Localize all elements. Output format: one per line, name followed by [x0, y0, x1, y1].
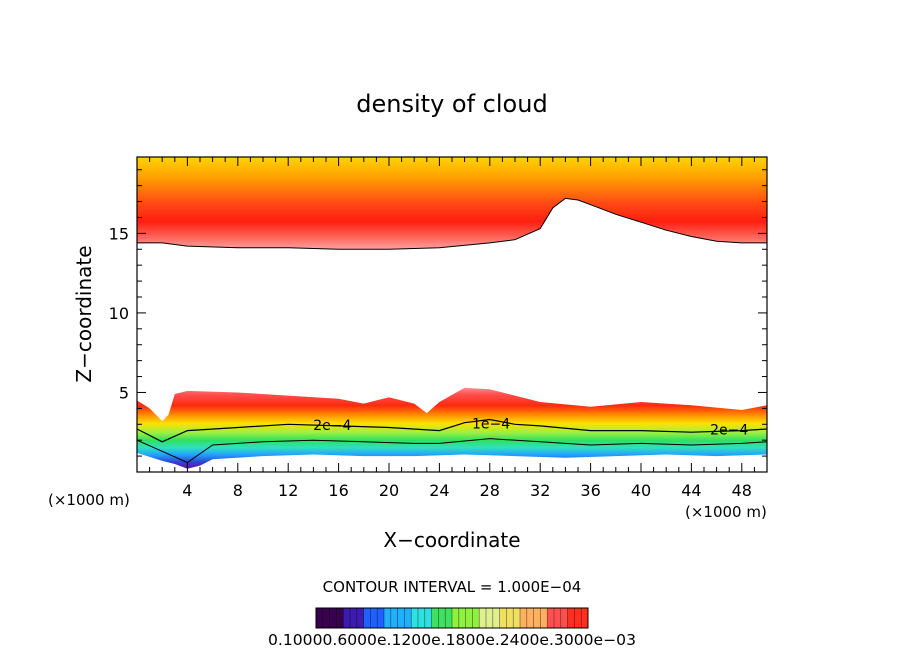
colorbar-swatch-20	[452, 608, 460, 628]
contour-label-1: 2e−4	[710, 423, 748, 439]
colorbar-swatch-30	[520, 608, 528, 628]
y-axis-ticks: 5 10 15	[109, 169, 767, 457]
contour-labels: 2e−4 2e−4 1e−4	[313, 416, 748, 439]
colorbar-swatch-19	[445, 608, 453, 628]
colorbar-swatch-11	[390, 608, 399, 628]
lower-cloud-layer	[137, 387, 767, 469]
colorbar-swatch-2	[329, 608, 337, 628]
colorbar-swatch-36	[560, 608, 569, 628]
x-axis-label: X−coordinate	[383, 528, 520, 552]
colorbar-swatch-9	[377, 608, 385, 628]
colorbar-swatch-35	[554, 608, 562, 628]
colorbar	[316, 608, 589, 628]
colorbar-swatch-28	[506, 608, 514, 628]
colorbar-swatch-34	[547, 608, 555, 628]
colorbar-swatch-27	[499, 608, 507, 628]
colorbar-labels: 0.10000.6000e.1200e.1800e.2400e.3000e−03	[268, 631, 636, 649]
x-tick-label-44: 44	[681, 481, 701, 500]
y-tick-label-10: 10	[109, 304, 129, 323]
y-tick-label-15: 15	[109, 224, 129, 243]
colorbar-swatch-7	[363, 608, 371, 628]
contour-interval-caption: CONTOUR INTERVAL = 1.000E−04	[323, 578, 582, 596]
x-unit-right: (×1000 m)	[685, 503, 767, 521]
colorbar-frame	[315, 607, 589, 629]
colorbar-swatch-21	[458, 608, 467, 628]
upper-cloud-layer	[137, 157, 767, 250]
colorbar-swatch-32	[533, 608, 541, 628]
contour-label-2: 1e−4	[472, 416, 510, 432]
y-tick-label-5: 5	[119, 383, 129, 402]
x-tick-label-16: 16	[328, 481, 348, 500]
colorbar-swatch-17	[431, 608, 439, 628]
colorbar-swatch-31	[526, 608, 535, 628]
x-unit-left: (×1000 m)	[48, 491, 130, 509]
colorbar-swatch-6	[356, 608, 365, 628]
x-tick-label-24: 24	[429, 481, 449, 500]
y-axis-label: Z−coordinate	[72, 245, 96, 382]
x-tick-label-12: 12	[278, 481, 298, 500]
colorbar-swatch-39	[581, 608, 589, 628]
colorbar-swatch-25	[486, 608, 494, 628]
colorbar-swatch-18	[438, 608, 446, 628]
x-tick-label-32: 32	[530, 481, 550, 500]
x-tick-label-40: 40	[631, 481, 651, 500]
x-tick-label-36: 36	[580, 481, 600, 500]
colorbar-swatch-22	[465, 608, 473, 628]
colorbar-swatch-16	[424, 608, 433, 628]
contour-line-2e-4	[137, 418, 767, 443]
colorbar-swatch-29	[513, 608, 521, 628]
colorbar-swatch-33	[540, 608, 548, 628]
colorbar-swatch-15	[418, 608, 426, 628]
colorbar-swatch-8	[370, 608, 378, 628]
colorbar-swatch-4	[343, 608, 351, 628]
colorbar-swatch-14	[411, 608, 419, 628]
colorbar-swatch-0	[316, 608, 324, 628]
colorbar-swatch-24	[479, 608, 487, 628]
x-tick-label-20: 20	[379, 481, 399, 500]
colorbar-swatch-3	[336, 608, 344, 628]
x-tick-label-4: 4	[182, 481, 192, 500]
colorbar-swatch-5	[350, 608, 358, 628]
contour-line-1e-4	[137, 438, 767, 464]
plot-area: 2e−4 2e−4 1e−4	[137, 157, 767, 469]
colorbar-swatch-1	[322, 608, 331, 628]
chart-title: density of cloud	[356, 90, 547, 118]
x-tick-label-48: 48	[732, 481, 752, 500]
x-tick-label-28: 28	[480, 481, 500, 500]
colorbar-swatch-12	[397, 608, 405, 628]
upper-cloud-base-contour	[137, 197, 767, 250]
x-axis-ticks: 4 8 12 16 20 24 28 32 36 40 44 48	[149, 157, 755, 500]
colorbar-swatch-26	[492, 608, 501, 628]
colorbar-swatch-38	[574, 608, 582, 628]
x-tick-label-8: 8	[233, 481, 243, 500]
colorbar-swatch-23	[472, 608, 480, 628]
colorbar-swatch-37	[567, 608, 575, 628]
colorbar-swatch-13	[404, 608, 412, 628]
colorbar-swatch-10	[384, 608, 392, 628]
contour-label-0: 2e−4	[313, 418, 351, 434]
